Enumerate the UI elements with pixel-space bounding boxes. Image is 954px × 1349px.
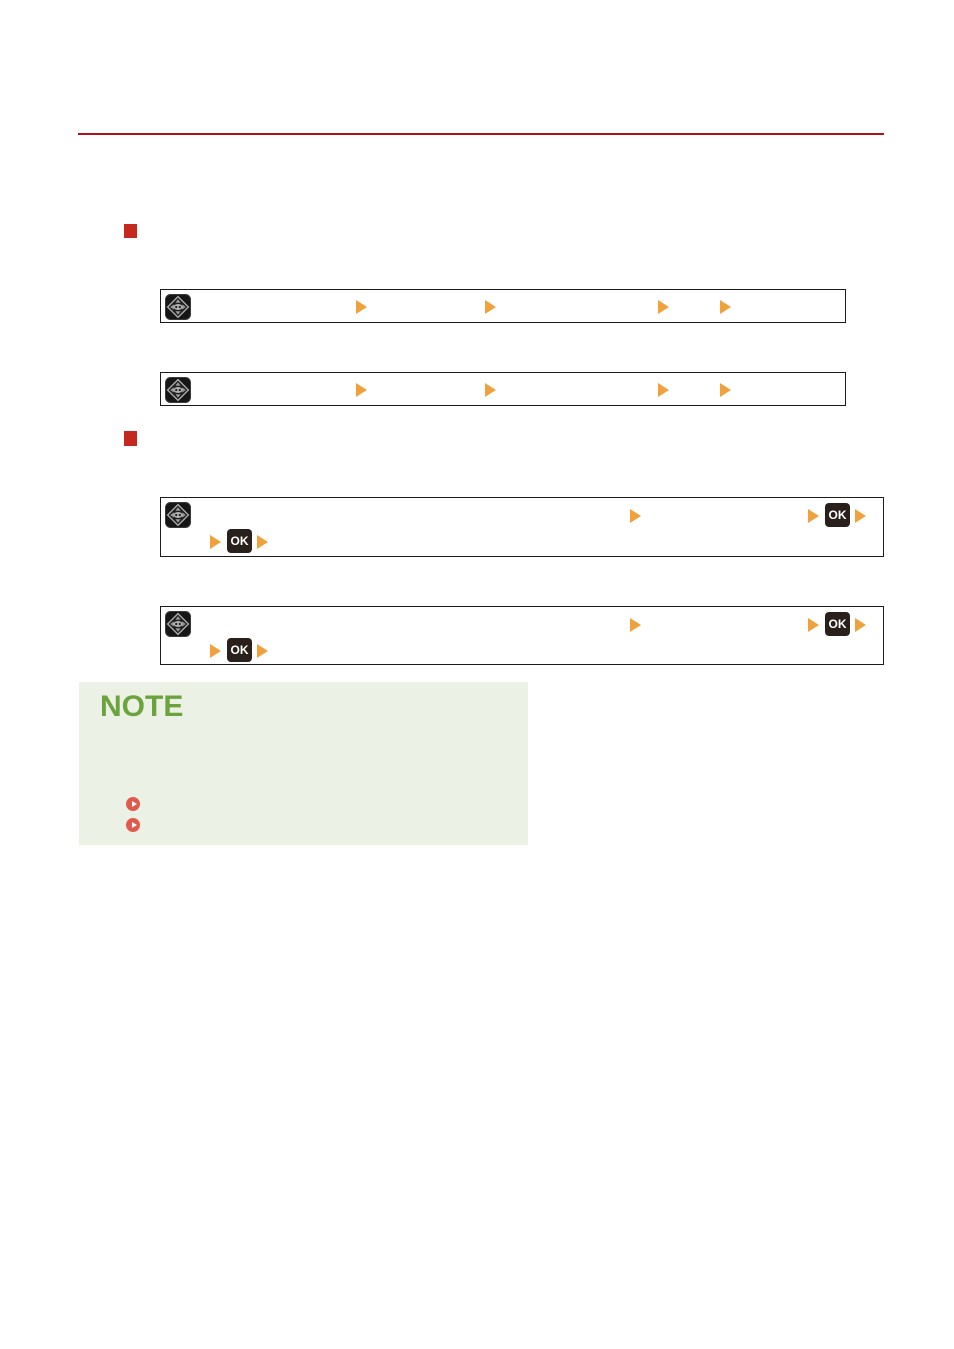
arrow-right-icon — [808, 509, 819, 523]
arrow-right-icon — [257, 644, 268, 658]
nav-keys-icon — [165, 502, 191, 528]
note-title: NOTE — [100, 690, 184, 723]
link-arrow-icon[interactable] — [126, 818, 140, 832]
ok-key-badge: OK — [227, 638, 252, 662]
header-rule — [78, 133, 884, 135]
arrow-right-icon — [808, 618, 819, 632]
ok-key-badge: OK — [825, 612, 850, 636]
arrow-right-icon — [630, 618, 641, 632]
arrow-right-icon — [658, 383, 669, 397]
arrow-right-icon — [485, 300, 496, 314]
arrow-right-icon — [257, 535, 268, 549]
triangle-glyph — [131, 800, 137, 807]
arrow-right-icon — [855, 618, 866, 632]
arrow-right-icon — [210, 644, 221, 658]
arrow-right-icon — [855, 509, 866, 523]
arrow-right-icon — [720, 383, 731, 397]
ok-key-badge: OK — [227, 529, 252, 553]
procedure-box-2 — [160, 372, 846, 406]
arrow-right-icon — [210, 535, 221, 549]
arrow-right-icon — [356, 300, 367, 314]
arrow-right-icon — [658, 300, 669, 314]
link-arrow-icon[interactable] — [126, 797, 140, 811]
triangle-glyph — [131, 821, 137, 828]
ok-key-badge: OK — [825, 503, 850, 527]
note-panel: NOTE — [79, 682, 528, 845]
section-marker — [124, 431, 137, 446]
procedure-box-1 — [160, 289, 846, 323]
procedure-box-3: OK OK — [160, 497, 884, 557]
arrow-right-icon — [356, 383, 367, 397]
arrow-right-icon — [630, 509, 641, 523]
arrow-right-icon — [485, 383, 496, 397]
arrow-right-icon — [720, 300, 731, 314]
nav-keys-icon — [165, 611, 191, 637]
procedure-box-4: OK OK — [160, 606, 884, 665]
nav-keys-icon — [165, 294, 191, 320]
section-marker — [124, 224, 137, 238]
nav-keys-icon — [165, 377, 191, 403]
